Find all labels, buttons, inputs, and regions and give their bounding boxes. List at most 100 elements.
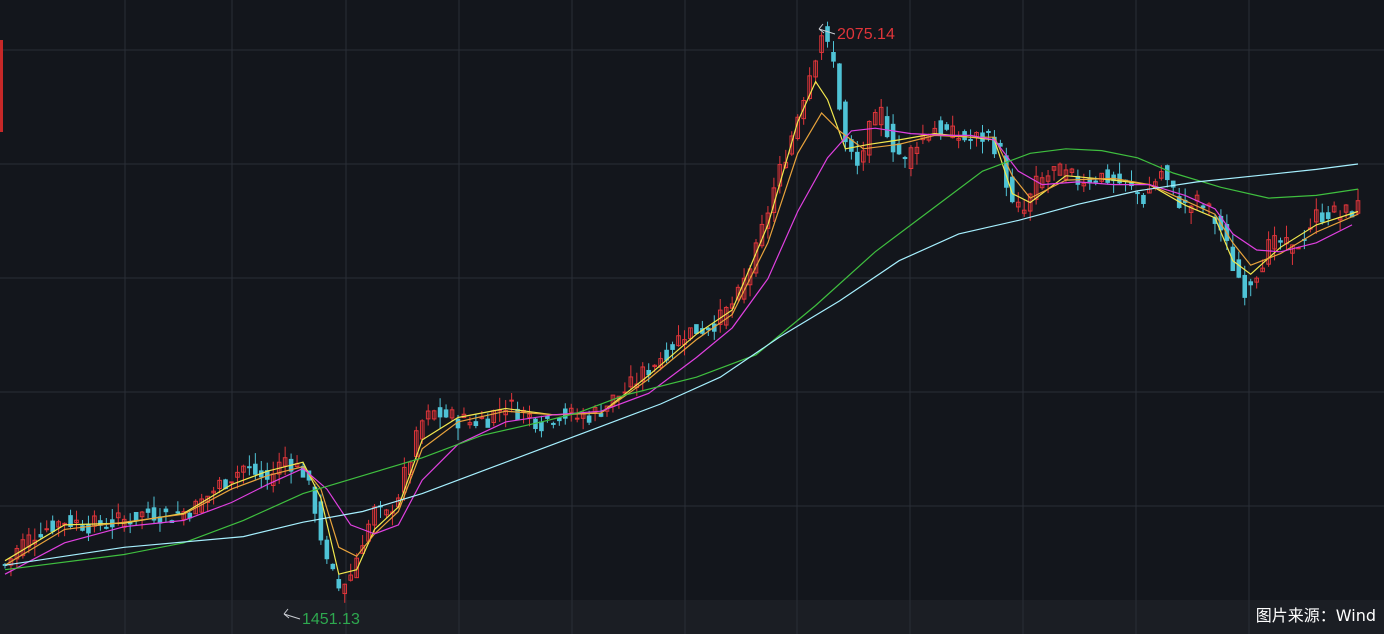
candle-body	[956, 137, 961, 141]
candle-body	[1105, 169, 1110, 183]
candle-body	[467, 422, 473, 426]
candle-body	[640, 366, 646, 382]
candle-body	[694, 324, 699, 334]
candle-body	[1343, 204, 1349, 213]
candle-body	[914, 146, 920, 154]
moving-average-line-5	[4, 163, 1359, 566]
candle-body	[342, 583, 348, 595]
candle-body	[866, 120, 872, 156]
candle-body	[1313, 209, 1319, 223]
candle-body	[133, 511, 139, 522]
candle-body	[330, 563, 336, 570]
candle-body	[312, 486, 318, 514]
candle-body	[1230, 246, 1236, 272]
candle-body	[1266, 239, 1271, 265]
candle-body	[1254, 277, 1259, 283]
moving-average-line-4	[4, 148, 1359, 571]
candle-body	[247, 466, 252, 469]
candle-body	[1272, 235, 1277, 250]
candle-body	[181, 511, 187, 520]
candle-body	[735, 286, 741, 300]
candle-body	[241, 465, 246, 473]
candle-body	[211, 490, 216, 494]
low-value-label: 1451.13	[302, 611, 360, 628]
candle-body	[813, 60, 818, 78]
candle-body	[706, 327, 711, 331]
candle-body	[741, 277, 747, 300]
candle-body	[878, 106, 884, 126]
candle-body	[986, 130, 991, 133]
candle-body	[1021, 209, 1027, 214]
candle-body	[151, 507, 157, 521]
candle-body	[825, 26, 830, 42]
candle-body	[253, 463, 258, 475]
candle-body	[819, 35, 824, 53]
candle-body	[1159, 171, 1164, 179]
candle-body	[44, 528, 50, 531]
candle-body	[545, 415, 550, 419]
candle-body	[1248, 281, 1254, 286]
candle-body	[1319, 212, 1325, 223]
candle-body	[68, 515, 73, 527]
candle-body	[38, 534, 44, 538]
candle-body	[1117, 173, 1122, 184]
candle-body	[372, 506, 377, 526]
candle-body	[837, 63, 842, 110]
candle-body	[235, 471, 240, 478]
candle-body	[1242, 274, 1248, 298]
candle-body	[139, 511, 145, 518]
candle-body	[723, 306, 729, 326]
candle-body	[1051, 166, 1057, 171]
candle-body	[443, 409, 449, 418]
candle-body	[360, 545, 365, 554]
candle-body	[348, 574, 353, 581]
candle-body	[437, 407, 443, 418]
candle-body	[336, 579, 342, 589]
candle-body	[1260, 267, 1265, 273]
candle-body	[902, 157, 908, 160]
candle-body	[801, 100, 806, 120]
candle-body	[1081, 182, 1087, 187]
candle-body	[1015, 201, 1021, 208]
candle-body	[1200, 205, 1206, 209]
candle-body	[1039, 177, 1045, 189]
candle-body	[1033, 175, 1039, 200]
candle-body	[229, 481, 234, 484]
candle-body	[145, 508, 151, 513]
candle-body	[449, 409, 455, 419]
candle-body	[503, 410, 508, 416]
candle-body	[557, 417, 562, 422]
candle-body	[431, 410, 437, 420]
candle-body	[217, 479, 222, 489]
candle-body	[104, 526, 109, 529]
candle-body	[968, 138, 973, 141]
candle-body	[884, 116, 890, 138]
candle-body	[163, 508, 169, 513]
candle-body	[539, 421, 544, 432]
candle-body	[896, 143, 902, 155]
candle-body	[26, 534, 32, 548]
side-marker	[0, 40, 3, 132]
candle-body	[86, 523, 91, 534]
low-arrow-icon	[283, 608, 301, 620]
candle-body	[771, 187, 777, 214]
candle-body	[1093, 180, 1099, 183]
candle-body	[551, 422, 556, 425]
footer-strip	[0, 600, 1384, 634]
candle-body	[831, 51, 836, 62]
candle-body	[115, 512, 121, 519]
candle-body	[402, 466, 407, 493]
candle-body	[74, 519, 79, 524]
candle-body	[789, 135, 795, 155]
candle-body	[1236, 259, 1242, 278]
candle-body	[1325, 212, 1331, 219]
moving-average-line-3	[4, 127, 1353, 575]
candle-body	[807, 75, 812, 100]
candle-body	[354, 557, 359, 579]
candle-body	[1069, 168, 1075, 173]
candle-body	[855, 151, 860, 166]
candle-body	[944, 124, 950, 130]
candle-body	[598, 413, 604, 417]
candle-body	[324, 539, 330, 560]
